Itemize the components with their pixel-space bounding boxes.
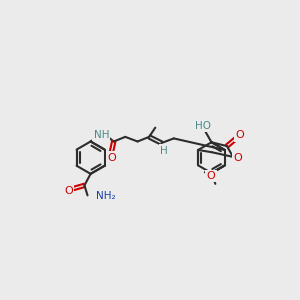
Text: O: O xyxy=(107,153,116,163)
Text: O: O xyxy=(233,153,242,163)
Text: O: O xyxy=(236,130,244,140)
Text: O: O xyxy=(64,186,73,196)
Text: NH: NH xyxy=(94,130,109,140)
Text: O: O xyxy=(207,171,215,181)
Text: HO: HO xyxy=(195,121,211,131)
Text: NH₂: NH₂ xyxy=(96,191,116,201)
Text: H: H xyxy=(160,146,168,156)
